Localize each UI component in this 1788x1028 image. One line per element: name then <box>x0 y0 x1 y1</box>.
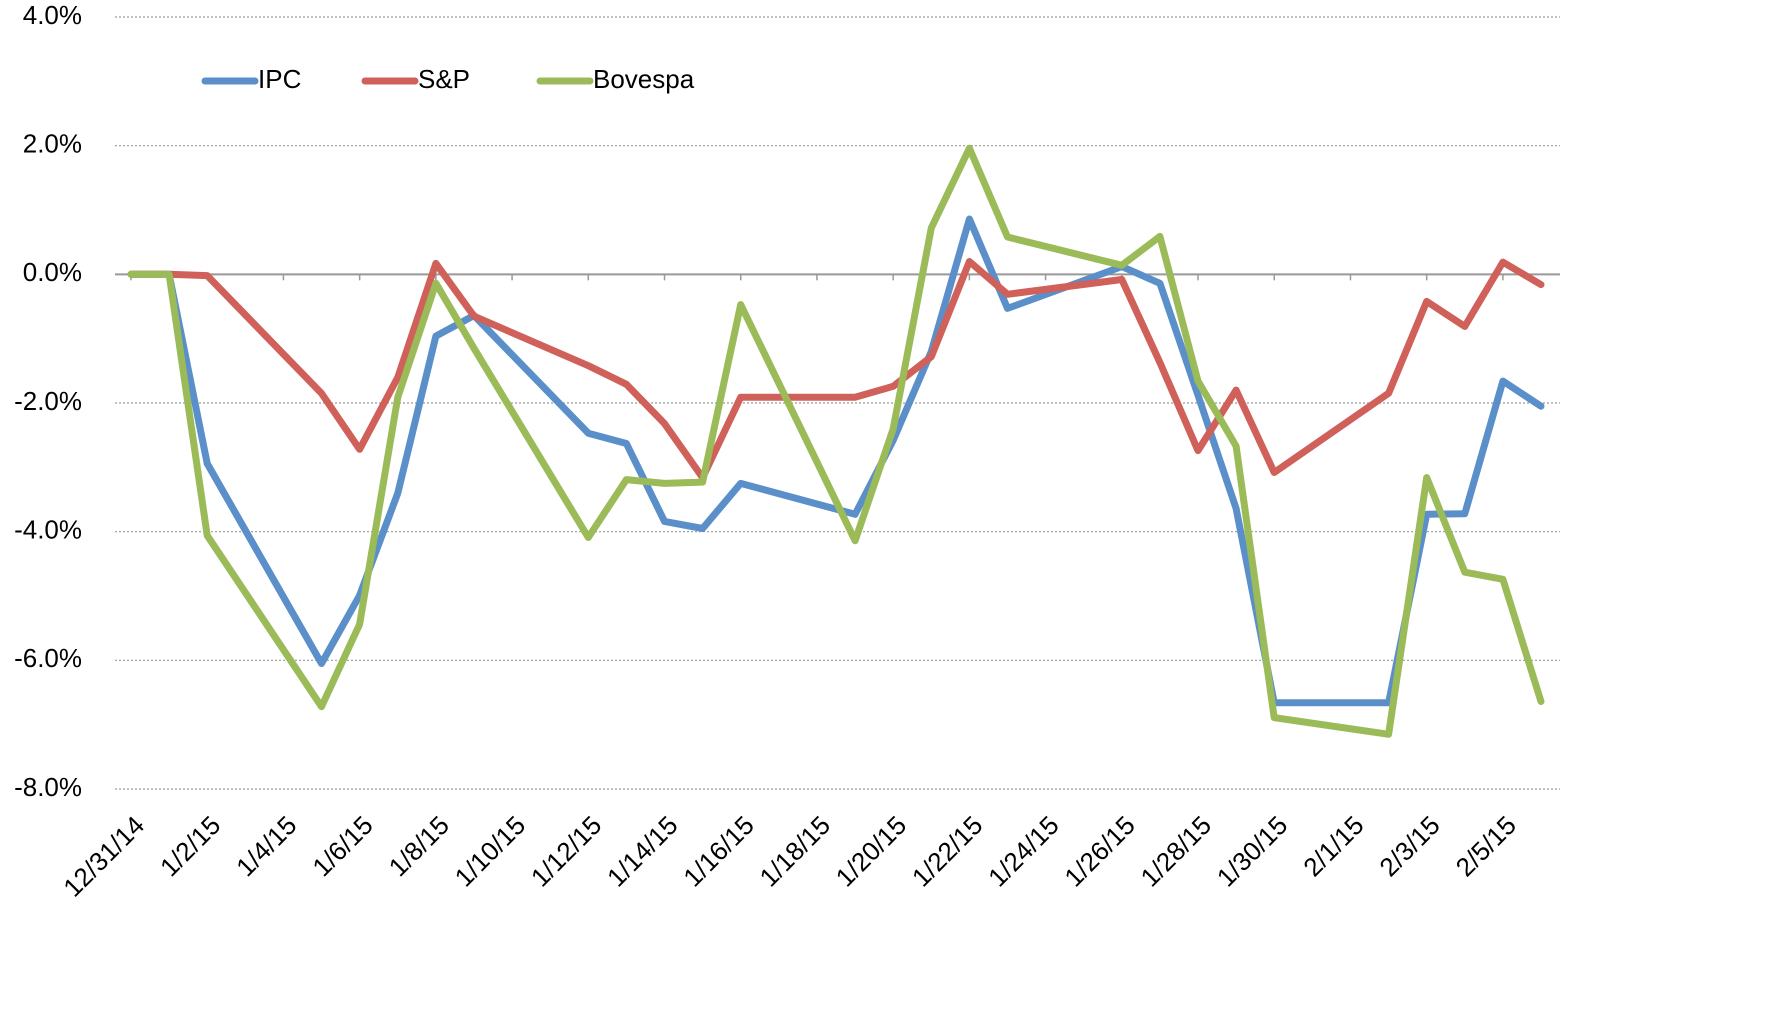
x-tick-label: 1/12/15 <box>525 810 608 893</box>
legend-label: IPC <box>258 64 301 94</box>
y-tick-label: -2.0% <box>14 386 82 416</box>
x-tick-label: 2/1/15 <box>1297 810 1369 882</box>
series-line <box>127 144 1545 738</box>
x-tick-label: 1/28/15 <box>1135 810 1218 893</box>
series-line <box>127 258 1545 482</box>
x-tick-label: 1/4/15 <box>230 810 302 882</box>
x-tick-label: 1/22/15 <box>906 810 989 893</box>
legend-label: S&P <box>418 64 470 94</box>
y-tick-label: -4.0% <box>14 515 82 545</box>
y-tick-label: 0.0% <box>23 257 82 287</box>
x-tick-label: 1/26/15 <box>1058 810 1141 893</box>
series-line <box>127 215 1545 707</box>
legend-label: Bovespa <box>593 64 695 94</box>
y-tick-label: 2.0% <box>23 129 82 159</box>
x-tick-label: 1/14/15 <box>601 810 684 893</box>
y-tick-label: -8.0% <box>14 772 82 802</box>
x-tick-label: 2/5/15 <box>1450 810 1522 882</box>
x-tick-label: 1/20/15 <box>830 810 913 893</box>
x-tick-label: 1/30/15 <box>1211 810 1294 893</box>
x-tick-label: 1/8/15 <box>383 810 455 882</box>
x-tick-label: 1/2/15 <box>154 810 226 882</box>
y-tick-label: 4.0% <box>23 0 82 30</box>
x-tick-label: 1/10/15 <box>449 810 532 893</box>
x-tick-label: 1/6/15 <box>306 810 378 882</box>
x-tick-label: 1/24/15 <box>982 810 1065 893</box>
x-tick-label: 2/3/15 <box>1373 810 1445 882</box>
x-tick-label: 1/18/15 <box>753 810 836 893</box>
y-tick-label: -6.0% <box>14 643 82 673</box>
x-tick-label: 12/31/14 <box>57 810 150 903</box>
x-tick-label: 1/16/15 <box>677 810 760 893</box>
